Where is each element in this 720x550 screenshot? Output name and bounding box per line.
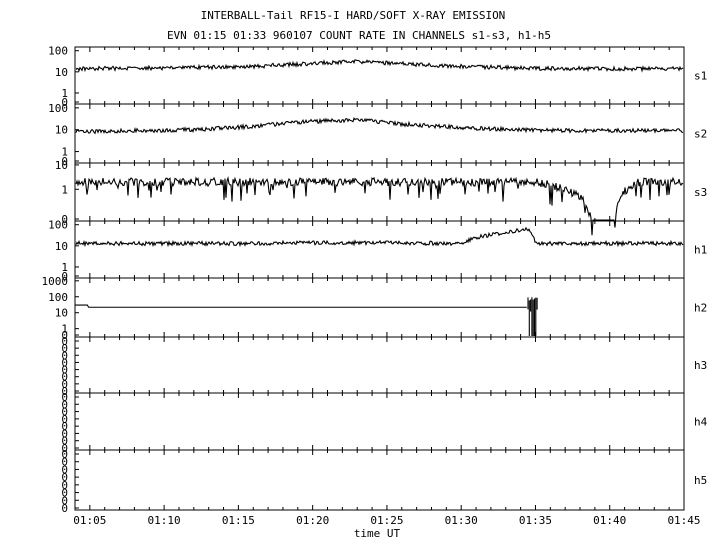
panels: 1001010s11001010s21010s31001010h11000100… <box>42 45 708 515</box>
x-tick-label: 01:10 <box>148 514 181 527</box>
y-tick-label: 10 <box>55 240 68 253</box>
y-tick-label: 0 <box>61 494 68 507</box>
y-tick-label: 1000 <box>42 275 69 288</box>
y-tick-label: 0 <box>61 364 68 377</box>
y-tick-label: 100 <box>48 291 68 304</box>
y-tick-label: 0 <box>61 398 68 411</box>
y-tick-label: 0 <box>61 471 68 484</box>
y-tick-label: 100 <box>48 102 68 115</box>
y-tick-label: 1 <box>61 261 68 274</box>
x-tick-label: 01:20 <box>296 514 329 527</box>
y-tick-label: 0 <box>61 427 68 440</box>
panel-frame-s2 <box>74 103 685 164</box>
y-tick-label: 1 <box>61 323 68 336</box>
channel-label-s2: s2 <box>694 128 707 141</box>
channel-label-h4: h4 <box>694 416 708 429</box>
series-line-s3 <box>75 175 684 236</box>
series-line-h2 <box>75 297 538 336</box>
panel-s2: 100 10 10 s2 <box>48 102 707 168</box>
y-tick-label: 100 <box>48 219 68 232</box>
y-tick-label: 0 <box>61 406 68 419</box>
y-tick-label: 0 <box>61 435 68 448</box>
y-tick-label: 0 <box>61 448 68 461</box>
y-tick-label: 0 <box>61 420 68 433</box>
y-tick-label: 0 <box>61 356 68 369</box>
x-tick-label: 01:15 <box>222 514 255 527</box>
y-tick-label: 0 <box>61 213 68 226</box>
x-tick-label: 01:30 <box>445 514 478 527</box>
y-tick-label: 0 <box>61 155 68 168</box>
y-tick-label: 0 <box>61 342 68 355</box>
x-tick-label: 01:40 <box>593 514 626 527</box>
y-tick-label: 0 <box>61 442 68 455</box>
y-tick-label: 0 <box>61 371 68 384</box>
y-tick-label: 0 <box>61 335 68 348</box>
series-line-h1 <box>75 226 684 248</box>
panel-frame-h3 <box>74 336 685 394</box>
panel-frame-s1 <box>74 46 685 105</box>
chart-subtitle: EVN 01:15 01:33 960107 COUNT RATE IN CHA… <box>167 29 551 42</box>
y-tick-label: 0 <box>61 413 68 426</box>
y-tick-label: 10 <box>55 66 68 79</box>
y-tick-label: 0 <box>61 479 68 492</box>
series-line-s2 <box>75 116 684 135</box>
channel-label-h2: h2 <box>694 302 707 315</box>
panel-frame-s3 <box>74 162 685 222</box>
channel-label-s3: s3 <box>694 186 707 199</box>
channel-label-h5: h5 <box>694 474 707 487</box>
panel-h1: 100 10 10 h1 <box>48 219 707 283</box>
y-tick-label: 0 <box>61 378 68 391</box>
panel-h2: 1000 100 10 10 h2 <box>42 275 708 342</box>
y-tick-label: 1 <box>61 87 68 100</box>
panel-frame-h4 <box>74 392 685 451</box>
y-tick-label: 0 <box>61 463 68 476</box>
channel-label-h3: h3 <box>694 359 707 372</box>
x-axis-label: time UT <box>354 527 401 540</box>
x-tick-label: 01:35 <box>519 514 552 527</box>
y-tick-label: 0 <box>61 96 68 109</box>
y-tick-label: 1 <box>61 146 68 159</box>
x-tick-label: 01:05 <box>73 514 106 527</box>
y-tick-label: 0 <box>61 270 68 283</box>
panel-s1: 100 10 10 s1 <box>48 45 707 109</box>
y-tick-label: 0 <box>61 487 68 500</box>
y-tick-label: 10 <box>55 159 68 172</box>
panel-frame-h5 <box>74 449 685 511</box>
y-tick-label: 0 <box>61 329 68 342</box>
y-tick-label: 10 <box>55 124 68 137</box>
y-tick-label: 0 <box>61 349 68 362</box>
x-tick-label: 01:45 <box>667 514 700 527</box>
y-tick-label: 0 <box>61 502 68 515</box>
x-axis: 01:05 01:10 01:15 01:20 01:25 01:30 01:35 01:40… <box>73 514 700 527</box>
chart-title: INTERBALL-Tail RF15-I HARD/SOFT X-RAY EM… <box>201 9 506 22</box>
x-tick-label: 01:25 <box>370 514 403 527</box>
channel-label-s1: s1 <box>694 70 707 83</box>
y-tick-label: 100 <box>48 45 68 58</box>
y-tick-label: 10 <box>55 307 68 320</box>
y-tick-label: 0 <box>61 385 68 398</box>
y-tick-label: 0 <box>61 391 68 404</box>
y-tick-label: 1 <box>61 183 68 196</box>
y-tick-label: 0 <box>61 456 68 469</box>
series-line-s1 <box>75 59 684 73</box>
channel-label-h1: h1 <box>694 244 707 257</box>
